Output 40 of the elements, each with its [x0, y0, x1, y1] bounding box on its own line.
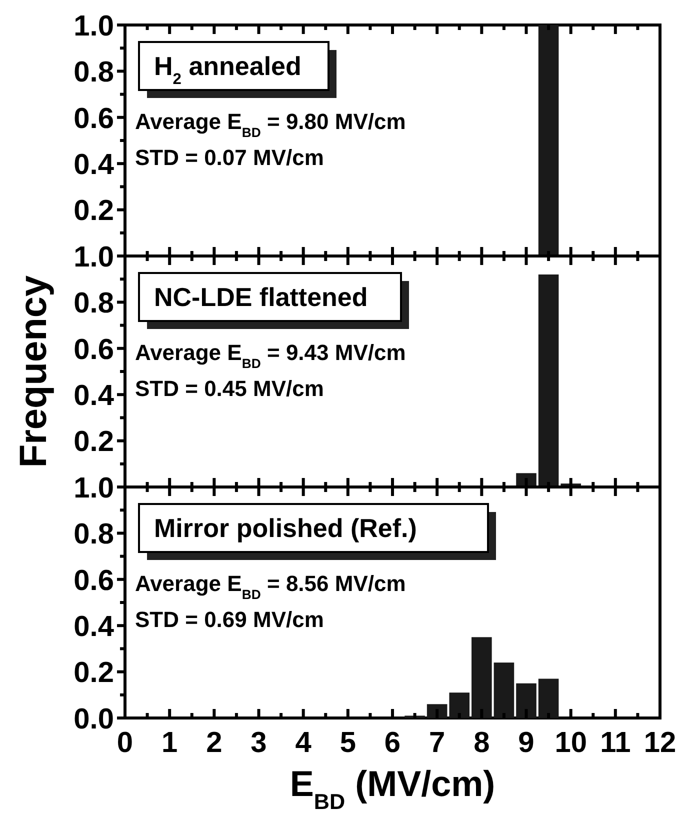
- x-tick-label: 1: [162, 727, 178, 759]
- annotation: Average E$_{BD}$ = 9.80 MV/cm: [135, 109, 406, 140]
- y-tick-label: 0.6: [74, 334, 114, 366]
- y-tick-label: 1.0: [74, 10, 114, 42]
- x-axis-title: E$_{BD}$ (MV/cm): [290, 763, 496, 814]
- annotation: Average E$_{BD}$ = 8.56 MV/cm: [135, 571, 406, 602]
- x-tick-label: 12: [644, 727, 676, 759]
- y-tick-label: 0.8: [74, 56, 114, 89]
- text: Mirror polished (Ref.): [154, 513, 417, 543]
- y-tick-label: 1.0: [74, 241, 114, 274]
- y-tick-label: 0.8: [74, 288, 114, 320]
- text: NC-LDE flattened: [154, 282, 368, 312]
- y-tick-label: 0.4: [74, 380, 114, 412]
- y-tick-label: 0.4: [74, 611, 114, 644]
- y-tick-label: 0.2: [74, 195, 114, 228]
- x-tick-label: 4: [295, 727, 312, 759]
- y-axis-title: Frequency: [13, 275, 55, 468]
- annotation: STD = 0.69 MV/cm: [135, 607, 324, 632]
- x-tick-label: 9: [518, 727, 534, 759]
- x-tick-label: 7: [429, 727, 446, 759]
- x-tick-label: 10: [554, 727, 587, 759]
- y-tick-label: 0.6: [74, 564, 114, 597]
- x-tick-label: 11: [600, 727, 631, 759]
- x-tick-label: 5: [340, 727, 356, 759]
- y-tick-label: 1.0: [74, 472, 114, 504]
- y-tick-label: 0.8: [74, 518, 114, 551]
- y-tick-label: 0.2: [74, 657, 114, 690]
- y-tick-label: 0.2: [74, 426, 114, 458]
- y-tick-label: 0.0: [74, 703, 114, 736]
- y-tick-label: 0.4: [74, 149, 114, 182]
- annotation: STD = 0.45 MV/cm: [135, 376, 324, 401]
- y-tick-label: 0.6: [74, 102, 114, 135]
- annotation: Average E$_{BD}$ = 9.43 MV/cm: [135, 340, 406, 370]
- x-tick-label: 8: [474, 727, 490, 759]
- text: H$_{2}$ annealed: [154, 51, 302, 88]
- x-tick-label: 0: [116, 727, 134, 759]
- x-tick-label: 3: [250, 727, 267, 759]
- x-tick-label: 6: [384, 727, 401, 759]
- x-tick-label: 2: [206, 727, 222, 759]
- annotation: STD = 0.07 MV/cm: [135, 145, 324, 170]
